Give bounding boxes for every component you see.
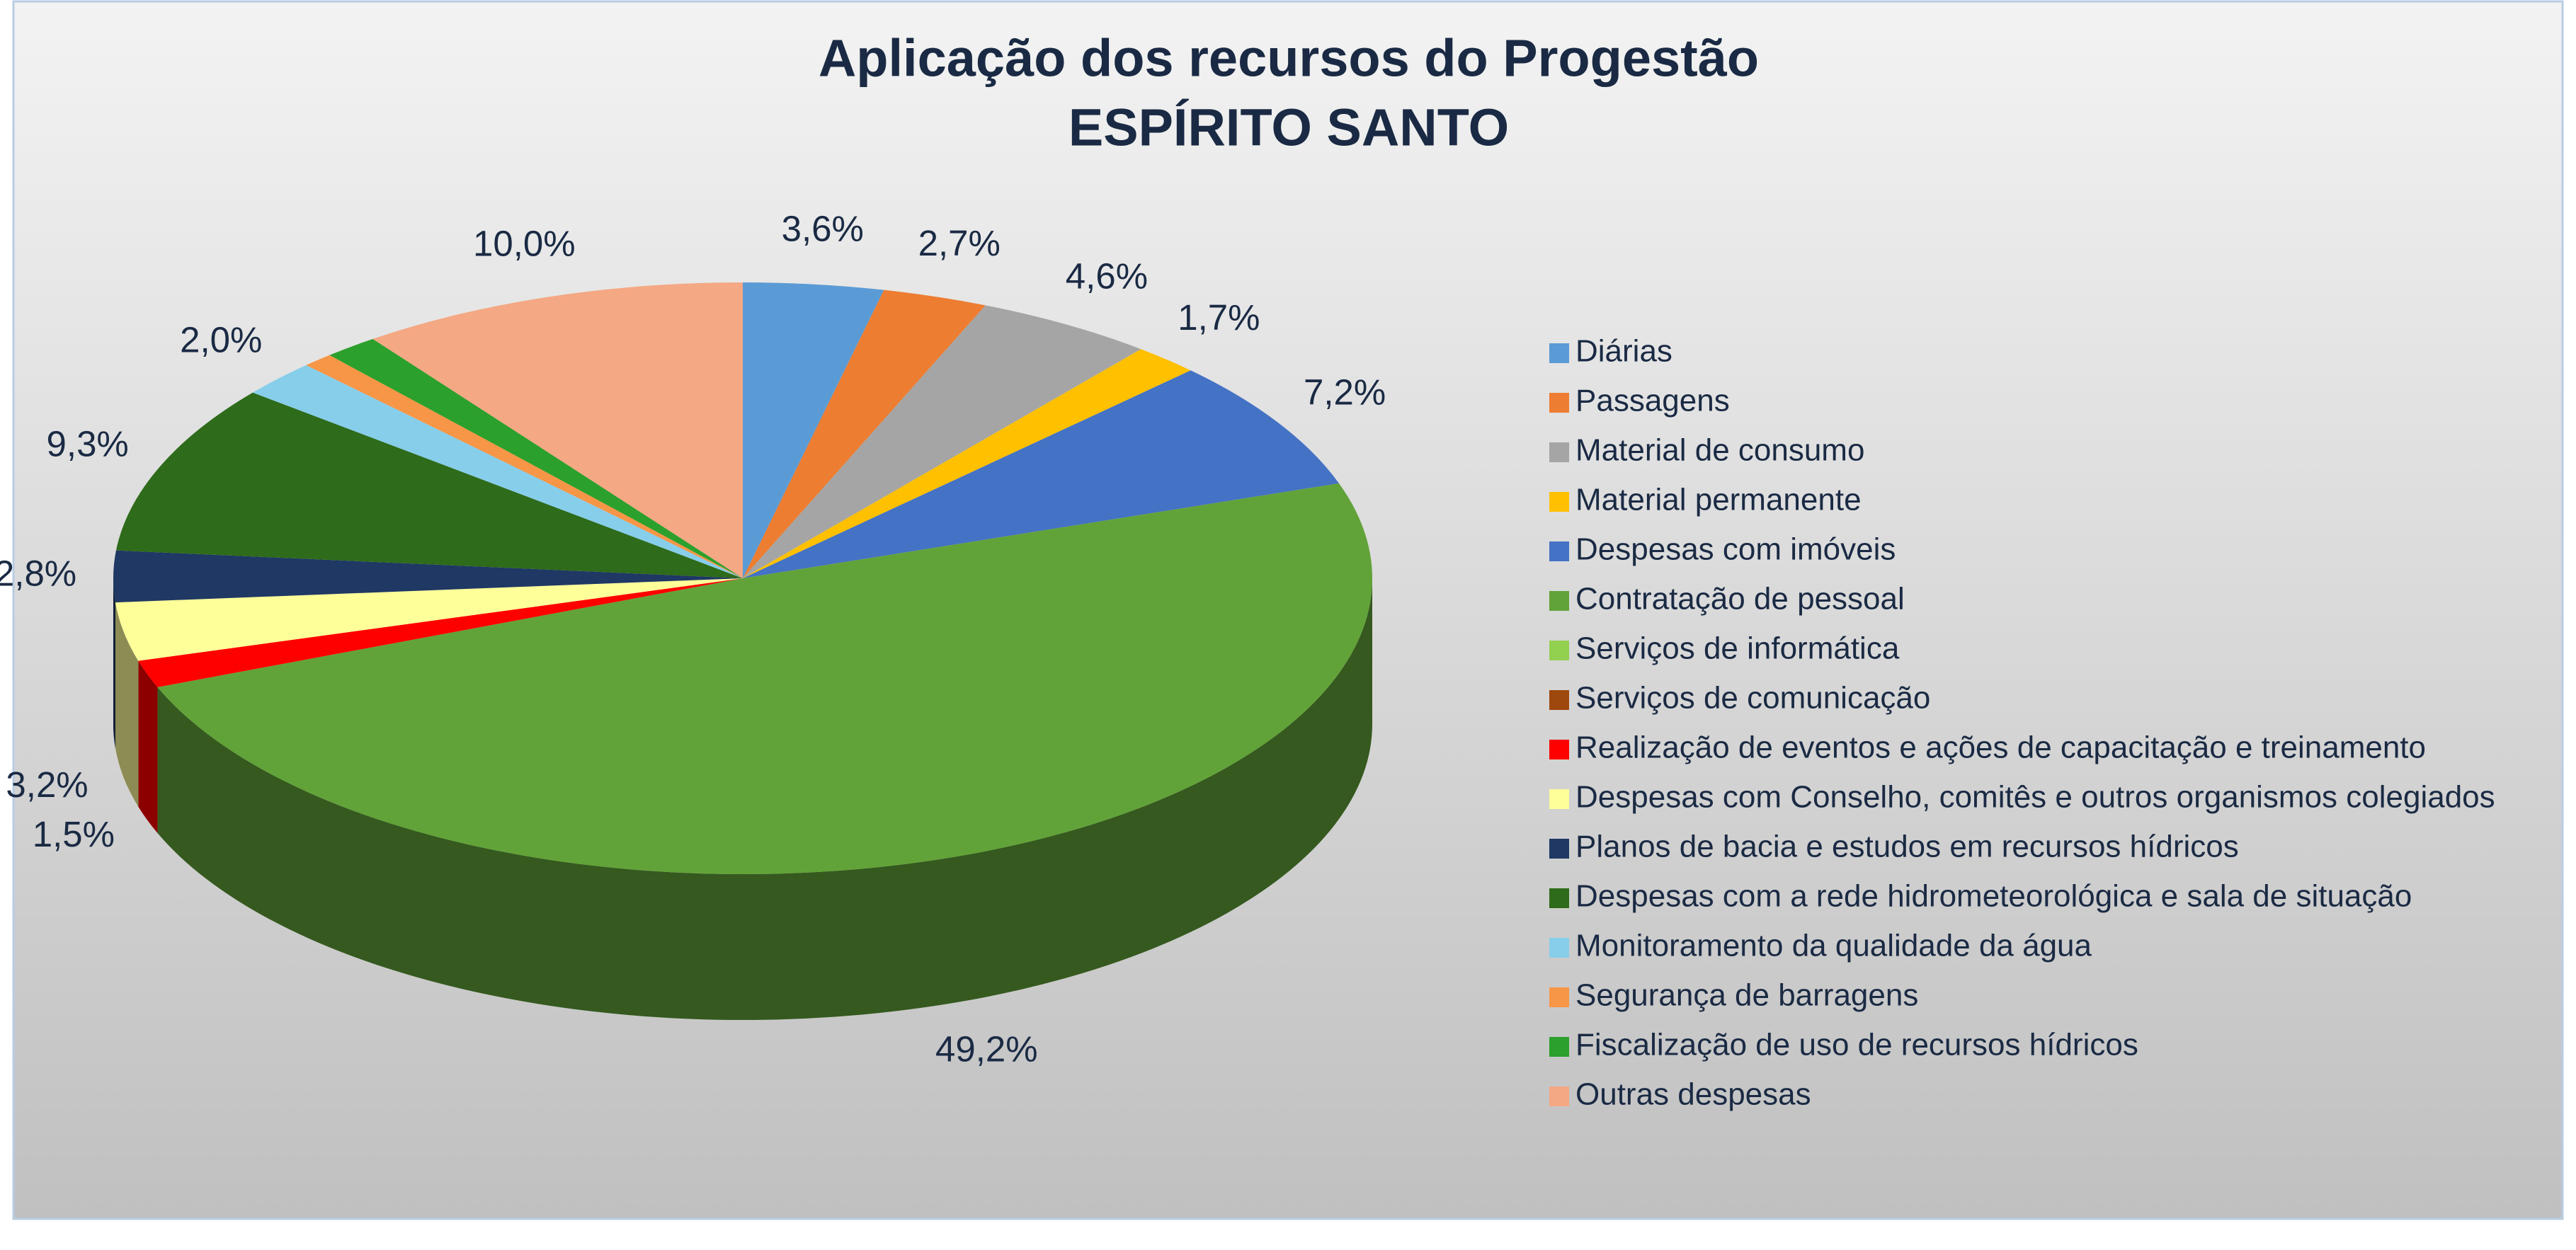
legend-swatch (1549, 888, 1569, 908)
chart-title: Aplicação dos recursos do Progestão (819, 29, 1759, 88)
slice (252, 365, 743, 578)
data-label: 10,0% (473, 224, 576, 264)
legend-label: Despesas com imóveis (1575, 532, 1896, 567)
legend-swatch (1549, 1037, 1569, 1057)
legend-label: Realização de eventos e ações de capacit… (1575, 730, 2426, 765)
legend-swatch (1549, 442, 1569, 462)
data-label: 2,8% (0, 553, 76, 593)
legend-swatch (1549, 343, 1569, 363)
legend-label: Outras despesas (1575, 1077, 1811, 1112)
legend-label: Contratação de pessoal (1575, 582, 1905, 617)
legend-swatch (1549, 740, 1569, 759)
slice (743, 349, 1191, 578)
slice (306, 355, 743, 578)
legend-swatch (1549, 839, 1569, 859)
slice-side (113, 578, 115, 749)
legend-label: Despesas com a rede hidrometeorológica e… (1575, 879, 2412, 914)
slice-side (157, 578, 1373, 1021)
slice-side-shade (138, 660, 158, 833)
slice (329, 338, 743, 578)
slice (743, 305, 1141, 578)
legend-label: Diárias (1575, 334, 1672, 369)
data-label: 9,3% (47, 424, 129, 464)
legend-swatch (1549, 541, 1569, 561)
slice (138, 578, 743, 687)
data-label: 3,2% (6, 764, 88, 805)
legend-label: Serviços de informática (1575, 631, 1900, 666)
chart-subtitle: ESPÍRITO SANTO (1068, 98, 1509, 157)
legend-swatch (1549, 641, 1569, 660)
slice (743, 282, 884, 578)
data-label: 2,7% (918, 223, 1001, 263)
legend-swatch (1549, 1086, 1569, 1106)
slice-side-shade (115, 602, 139, 807)
legend-swatch (1549, 938, 1569, 958)
slice-side-shade (157, 578, 1373, 1021)
legend-swatch (1549, 393, 1569, 413)
legend-label: Fiscalização de uso de recursos hídricos (1575, 1028, 2138, 1062)
legend-label: Material permanente (1575, 483, 1862, 517)
slice (157, 483, 1373, 875)
legend-label: Monitoramento da qualidade da água (1575, 929, 2092, 963)
legend-label: Despesas com Conselho, comitês e outros … (1575, 780, 2495, 815)
slice (372, 282, 743, 578)
data-label: 3,6% (782, 209, 864, 249)
slice (743, 289, 986, 578)
legend-label: Planos de bacia e estudos em recursos hí… (1575, 830, 2239, 864)
data-label: 49,2% (935, 1028, 1038, 1069)
legend-label: Passagens (1575, 384, 1730, 418)
legend-swatch (1549, 690, 1569, 710)
legend-swatch (1549, 987, 1569, 1007)
data-label: 7,2% (1304, 372, 1386, 413)
legend-label: Segurança de barragens (1575, 978, 1918, 1013)
slice (743, 370, 1339, 578)
legend-label: Material de consumo (1575, 433, 1864, 468)
legend-label: Serviços de comunicação (1575, 681, 1930, 716)
data-label: 4,6% (1066, 256, 1148, 297)
data-label: 2,0% (180, 320, 262, 360)
legend-swatch (1549, 492, 1569, 512)
data-label: 1,7% (1178, 297, 1260, 338)
legend-swatch (1549, 789, 1569, 809)
slice (115, 392, 743, 578)
slice-side (138, 660, 158, 833)
legend-swatch (1549, 591, 1569, 611)
slice (113, 550, 743, 603)
slice (115, 578, 743, 661)
slice-side-shade (113, 578, 115, 749)
data-label: 1,5% (33, 814, 115, 854)
slice-side (115, 602, 139, 807)
